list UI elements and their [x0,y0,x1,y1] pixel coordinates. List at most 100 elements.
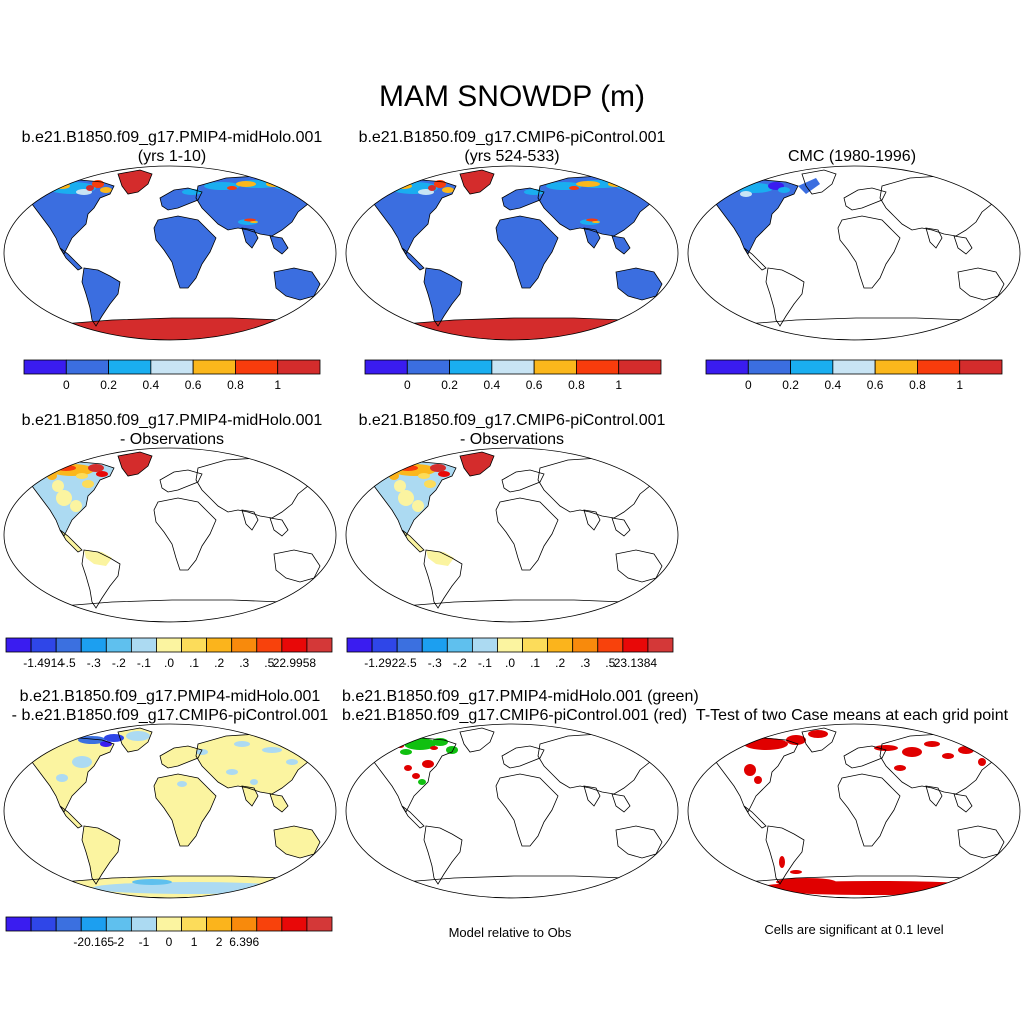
colorbar-swatch [256,637,283,653]
colorbar-tick-label: -2 [114,935,125,949]
colorbar-swatch [618,359,662,375]
map-picontrol [345,165,679,341]
colorbar-swatch [23,359,67,375]
colorbar-midholo-obs: -1.4914-.5 -.3 -.2 -.1 .0 .1 .2 .3 .522.9958 [5,637,333,670]
colorbar-swatch [449,359,493,375]
colorbar-swatch [572,637,599,653]
colorbar-tick-label: -.5 [62,656,76,670]
colorbar-tick-label: 22.9958 [273,656,317,670]
colorbar-cmc: 0 0.2 0.4 0.6 0.8 1 [705,359,1003,392]
panel-title-picontrol: b.e21.B1850.f09_g17.CMIP6-piControl.001 … [342,128,682,166]
colorbar-swatch [471,637,498,653]
colorbar-tick-label: 0.8 [568,378,585,392]
colorbar-tick-label: 1 [615,378,622,392]
colorbar-swatch [346,637,373,653]
colorbar-swatch [371,637,398,653]
colorbar-tick-label: 0.4 [484,378,501,392]
map-ttest-significance [687,723,1021,899]
colorbar-swatch [181,637,208,653]
colorbar-swatch [80,637,107,653]
colorbar-swatch [231,637,258,653]
colorbar-swatch [65,359,109,375]
colorbar-swatch [231,916,258,932]
colorbar-swatch [192,359,236,375]
colorbar-swatch [396,637,423,653]
map-model-relative-obs [345,723,679,899]
panel-title-picontrol-obs: b.e21.B1850.f09_g17.CMIP6-piControl.001 … [342,411,682,449]
colorbar-swatch [522,637,549,653]
colorbar-tick-label: 1 [191,935,198,949]
colorbar-tick-label: 0.2 [782,378,799,392]
colorbar-swatch [364,359,408,375]
colorbar-tick-label: .5 [264,656,274,670]
map-cmc [687,165,1021,341]
colorbar-swatch [206,916,233,932]
colorbar-tick-label: 0.6 [867,378,884,392]
colorbar-tick-label: .2 [555,656,565,670]
colorbar-tick-label: 0.2 [441,378,458,392]
colorbar-swatch [497,637,523,653]
panel-title-line1 [682,128,1022,147]
panel-title-cmc: CMC (1980-1996) [682,128,1022,166]
colorbar-tick-label: 0 [745,378,752,392]
colorbar-swatch [256,916,283,932]
colorbar-tick-label: .2 [214,656,224,670]
colorbar-swatch [5,637,32,653]
colorbar-swatch [156,916,182,932]
colorbar-picontrol-obs: -1.2922-.5 -.3 -.2 -.1 .0 .1 .2 .3 .523.1384 [346,637,674,670]
colorbar-swatch [406,359,450,375]
colorbar-swatch [281,916,308,932]
colorbar-swatch [959,359,1003,375]
panel-title-ttest: T-Test of two Case means at each grid po… [682,687,1022,725]
colorbar-swatch [306,916,333,932]
panel-title-line1: b.e21.B1850.f09_g17.PMIP4-midHolo.001 [19,688,321,705]
colorbar-swatch [874,359,918,375]
colorbar-tick-label: .3 [239,656,249,670]
colorbar-tick-label: -.1 [478,656,492,670]
colorbar-tick-label: 0.6 [185,378,202,392]
colorbar-swatch [206,637,233,653]
map-midholo [3,165,337,341]
colorbar-tick-label: .3 [580,656,590,670]
panel-title-line2: b.e21.B1850.f09_g17.CMIP6-piControl.001 … [342,707,688,724]
panel-title-case-diff: b.e21.B1850.f09_g17.PMIP4-midHolo.001 - … [0,687,340,725]
colorbar-swatch [832,359,876,375]
colorbar-swatch [421,637,448,653]
colorbar-swatch [30,637,57,653]
colorbar-tick-label: .5 [605,656,615,670]
colorbar-swatch [181,916,208,932]
colorbar-swatch [105,916,132,932]
panel-title-line2: (yrs 1-10) [137,148,207,165]
colorbar-case-diff: -20.165 -2 -1 0 1 2 6.396 [5,916,333,949]
colorbar-swatch [235,359,279,375]
colorbar-swatch [306,637,333,653]
panel-title-line2: T-Test of two Case means at each grid po… [695,707,1009,724]
colorbar-swatch [150,359,194,375]
panel-title-line1: b.e21.B1850.f09_g17.CMIP6-piControl.001 [358,129,666,146]
colorbar-tick-label: -.5 [403,656,417,670]
colorbar-swatch [30,916,57,932]
colorbar-swatch [705,359,749,375]
colorbar-tick-label: -1.4914 [23,656,64,670]
panel-title-line2: - Observations [119,431,225,448]
colorbar-swatch [917,359,961,375]
colorbar-swatch [108,359,152,375]
colorbar-swatch [576,359,620,375]
colorbar-swatch [547,637,574,653]
colorbar-tick-label: -.3 [428,656,442,670]
panel-title-line2: - b.e21.B1850.f09_g17.CMIP6-piControl.00… [11,707,329,724]
colorbar-tick-label: 0.2 [100,378,117,392]
map-case-difference [3,723,337,899]
colorbar-swatch [130,637,157,653]
panel-title-line1: b.e21.B1850.f09_g17.PMIP4-midHolo.001 [21,129,323,146]
colorbar-tick-label: -.3 [87,656,101,670]
panel-title-green-red: b.e21.B1850.f09_g17.PMIP4-midHolo.001 (g… [342,687,699,725]
colorbar-tick-label: -.1 [137,656,151,670]
colorbar-swatch [277,359,321,375]
colorbar-tick-label: 0.6 [526,378,543,392]
note-significance: Cells are significant at 0.1 level [764,922,944,937]
colorbar-swatch [156,637,182,653]
colorbar-swatch [55,916,82,932]
colorbar-tick-label: 0 [166,935,173,949]
colorbar-tick-label: 0.4 [825,378,842,392]
